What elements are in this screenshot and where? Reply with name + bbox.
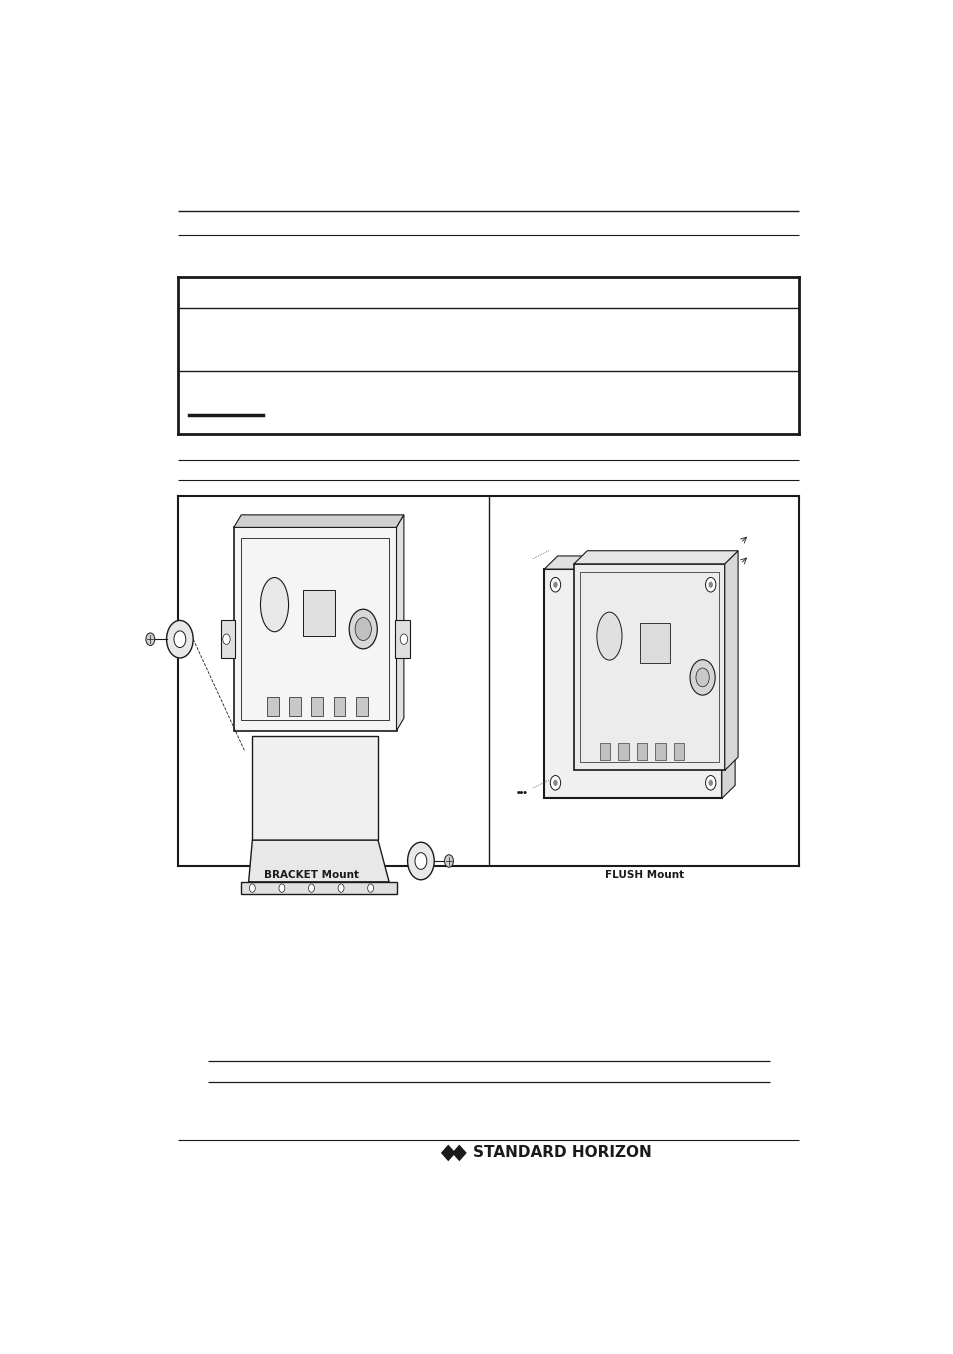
Bar bbox=[267, 697, 278, 716]
Bar bbox=[289, 697, 301, 716]
Polygon shape bbox=[241, 881, 396, 895]
Circle shape bbox=[400, 634, 407, 645]
Circle shape bbox=[222, 634, 230, 645]
Bar bbox=[302, 590, 335, 636]
Ellipse shape bbox=[355, 617, 371, 640]
Bar bbox=[639, 623, 669, 663]
Bar bbox=[574, 563, 724, 770]
Circle shape bbox=[550, 577, 560, 592]
Bar bbox=[355, 697, 367, 716]
Polygon shape bbox=[249, 839, 389, 881]
Bar bbox=[242, 527, 387, 731]
Polygon shape bbox=[396, 515, 403, 731]
Circle shape bbox=[367, 884, 374, 892]
Circle shape bbox=[407, 842, 434, 880]
Bar bbox=[673, 743, 683, 760]
Circle shape bbox=[173, 631, 186, 647]
Circle shape bbox=[278, 884, 285, 892]
Circle shape bbox=[708, 780, 712, 785]
Polygon shape bbox=[233, 527, 396, 731]
Bar bbox=[334, 697, 345, 716]
Ellipse shape bbox=[695, 668, 708, 686]
Circle shape bbox=[249, 884, 255, 892]
Text: STANDARD HORIZON: STANDARD HORIZON bbox=[472, 1145, 651, 1160]
Circle shape bbox=[167, 620, 193, 658]
Circle shape bbox=[444, 854, 453, 868]
Circle shape bbox=[553, 582, 558, 588]
Polygon shape bbox=[233, 515, 403, 527]
Bar bbox=[395, 620, 410, 658]
Circle shape bbox=[553, 780, 558, 785]
Bar bbox=[544, 569, 721, 799]
Ellipse shape bbox=[349, 609, 376, 649]
Circle shape bbox=[308, 884, 314, 892]
Bar bbox=[637, 743, 646, 760]
Bar bbox=[220, 620, 235, 658]
Circle shape bbox=[705, 577, 715, 592]
Bar bbox=[618, 743, 628, 760]
Bar bbox=[311, 697, 323, 716]
Polygon shape bbox=[452, 1144, 466, 1162]
Ellipse shape bbox=[689, 659, 715, 695]
Ellipse shape bbox=[260, 578, 288, 632]
Circle shape bbox=[550, 776, 560, 791]
Polygon shape bbox=[724, 551, 738, 770]
Polygon shape bbox=[544, 556, 735, 569]
Polygon shape bbox=[440, 1144, 456, 1162]
Ellipse shape bbox=[597, 612, 621, 661]
Text: FLUSH Mount: FLUSH Mount bbox=[604, 869, 683, 880]
Bar bbox=[655, 743, 665, 760]
Circle shape bbox=[146, 632, 154, 646]
Circle shape bbox=[705, 776, 715, 791]
Circle shape bbox=[337, 884, 344, 892]
Bar bbox=[599, 743, 610, 760]
Text: ●●●: ●●● bbox=[517, 791, 527, 795]
Circle shape bbox=[415, 853, 426, 869]
Polygon shape bbox=[721, 556, 735, 799]
Text: BRACKET Mount: BRACKET Mount bbox=[264, 869, 358, 880]
Polygon shape bbox=[252, 737, 377, 839]
Polygon shape bbox=[574, 551, 738, 563]
Circle shape bbox=[708, 582, 712, 588]
Bar bbox=[579, 573, 719, 762]
